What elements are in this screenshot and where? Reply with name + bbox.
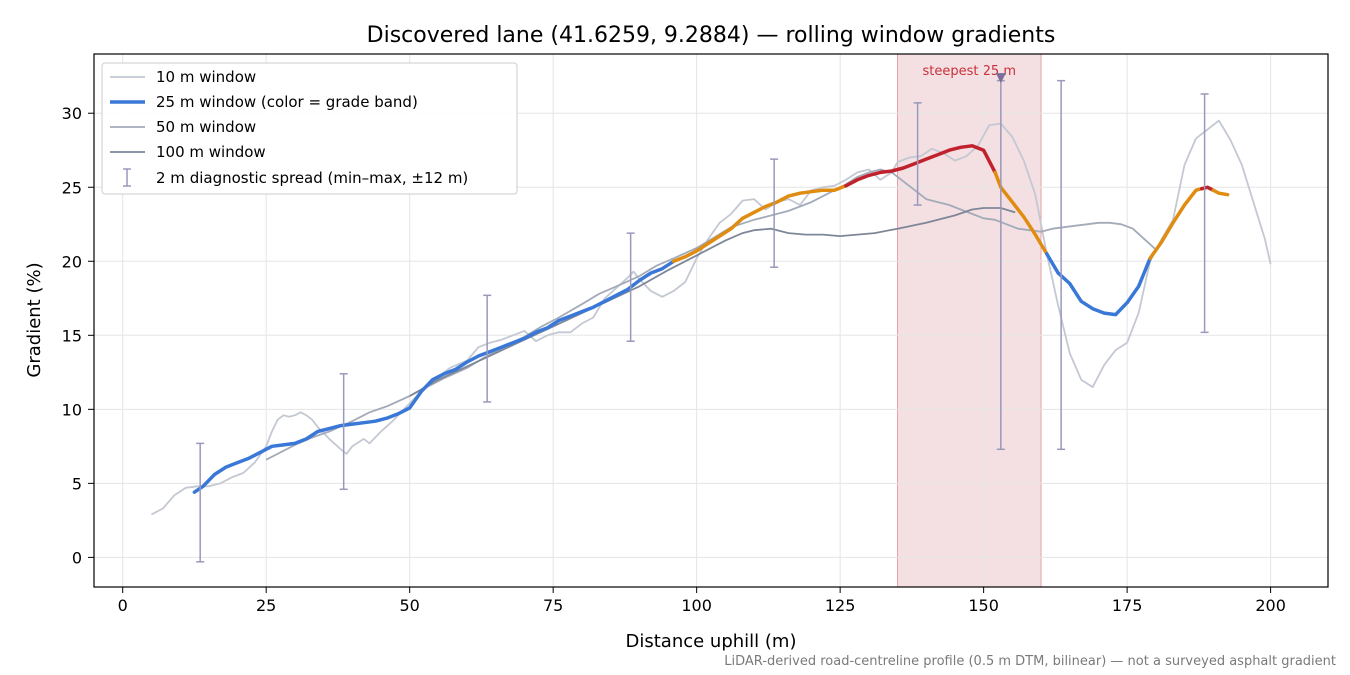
footnote: LiDAR-derived road-centreline profile (0… [724,654,1336,669]
y-tick-label: 30 [62,104,82,123]
series-25m-segment-steep [1148,186,1204,261]
x-tick-label: 100 [681,596,712,615]
y-tick-label: 15 [62,326,82,345]
series-layer [150,119,1272,516]
legend-swatch-errorbar [123,168,131,187]
series-50m-line [265,168,1157,461]
chart-title: Discovered lane (41.6259, 9.2884) — roll… [367,23,1056,48]
y-tick-label: 0 [72,548,82,567]
legend-label-50m: 50 m window [156,118,256,136]
legend-label-10m: 10 m window [156,68,256,86]
y-tick-label: 5 [72,474,82,493]
legend: 10 m window 25 m window (color = grade b… [101,62,518,195]
series-25m-segment-very-steep [844,144,997,188]
y-axis-label: Gradient (%) [24,262,45,377]
y-axis: 0 5 10 15 20 25 30 [62,104,94,567]
legend-box [101,62,518,195]
legend-label-errorbar: 2 m diagnostic spread (min–max, ±12 m) [156,169,468,187]
plot-frame [93,53,1329,588]
grid [94,54,1328,587]
highlight-label: steepest 25 m [923,64,1016,79]
series-25m-segment-moderate [1045,252,1152,317]
x-tick-label: 175 [1112,596,1143,615]
steepest-marker-icon [995,73,1006,84]
x-tick-label: 125 [825,596,856,615]
highlight-band [897,53,1042,588]
error-bars [196,79,1209,563]
x-axis-label: Distance uphill (m) [626,631,797,652]
x-tick-label: 200 [1255,596,1286,615]
series-100m-line [409,207,1016,397]
x-tick-label: 25 [256,596,276,615]
legend-label-100m: 100 m window [156,143,266,161]
series-25m-segment-very-steep [1199,185,1215,192]
series-25m-segment-steep [1211,188,1230,197]
x-tick-label: 0 [118,596,128,615]
x-tick-label: 50 [399,596,419,615]
series-25m-segment-steep [671,184,848,264]
y-tick-label: 10 [62,400,82,419]
series-25m-segment-steep [993,170,1049,256]
y-tick-label: 25 [62,178,82,197]
series-25m-segment-moderate [192,259,676,494]
x-tick-label: 150 [968,596,999,615]
y-tick-label: 20 [62,252,82,271]
x-tick-label: 75 [543,596,563,615]
series-10m-line [150,119,1272,516]
legend-label-25m: 25 m window (color = grade band) [156,93,418,111]
x-axis: 0 25 50 75 100 125 150 175 200 [118,587,1286,615]
